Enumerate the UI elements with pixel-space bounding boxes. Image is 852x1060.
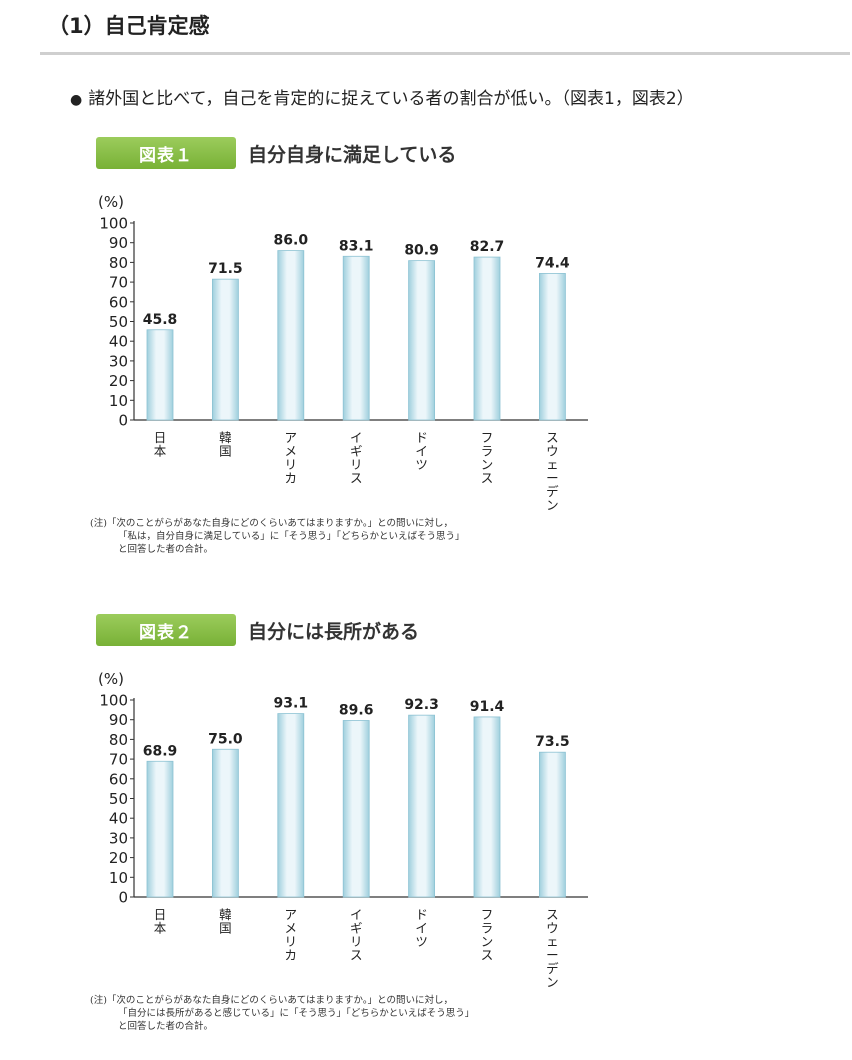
y-tick-label: 70 (109, 274, 128, 292)
figure-1-note-line1: (注)「次のことがらがあなた自身にどのくらいあてはまりますか。」との問いに対し， (90, 518, 453, 529)
data-label: 91.4 (470, 699, 505, 715)
data-label: 80.9 (404, 243, 439, 259)
bar (538, 751, 566, 898)
y-tick-label: 40 (109, 333, 128, 351)
y-tick-label: 90 (109, 711, 128, 729)
data-label: 83.1 (339, 238, 374, 254)
y-unit-label: (%) (98, 193, 124, 211)
figure-2-note: (注)「次のことがらがあなた自身にどのくらいあてはまりますか。」との問いに対し，… (90, 994, 610, 1033)
data-label: 93.1 (274, 696, 309, 712)
figure-1-note-line2: 「私は，自分自身に満足している」に「そう思う」「どちらかといえばそう思う」 (118, 531, 465, 542)
x-tick-label: フランス (481, 907, 494, 963)
summary-text: 諸外国と比べて，自己を肯定的に捉えている者の割合が低い。（図表1，図表2） (88, 89, 694, 109)
y-tick-label: 0 (118, 412, 128, 430)
x-tick-label: イギリス (350, 430, 363, 486)
x-tick-label: アメリカ (285, 430, 298, 486)
figure-1-header: 図表１ 自分自身に満足している (90, 137, 650, 171)
figure-2-header: 図表２ 自分には長所がある (90, 614, 650, 648)
bar (212, 278, 239, 421)
y-tick-label: 90 (109, 234, 128, 252)
x-tick-label: 日本 (154, 430, 167, 459)
x-tick-label: ドイツ (415, 430, 428, 472)
y-tick-label: 50 (109, 313, 128, 331)
bar (473, 716, 501, 898)
data-label: 71.5 (208, 261, 243, 277)
figure-2-badge: 図表２ (96, 614, 236, 646)
y-tick-label: 0 (118, 889, 128, 907)
figure-2: 図表２ 自分には長所がある (%) 0 10 20 30 40 50 60 70 80 90 100 6… (90, 614, 650, 1054)
y-tick-label: 80 (109, 731, 128, 749)
figure-2-note-line1: (注)「次のことがらがあなた自身にどのくらいあてはまりますか。」との問いに対し， (90, 995, 453, 1006)
y-tick-label: 50 (109, 790, 128, 808)
y-unit-label: (%) (98, 670, 124, 688)
bar (408, 260, 436, 421)
figure-1-note-line3: と回答した者の合計。 (118, 544, 214, 555)
summary-bullet: ● 諸外国と比べて，自己を肯定的に捉えている者の割合が低い。（図表1，図表2） (70, 84, 694, 109)
x-tick-label: スウェーデン (546, 430, 559, 513)
bar (146, 760, 174, 898)
bar (408, 714, 436, 898)
x-tick-label: フランス (481, 430, 494, 486)
x-tick-label: アメリカ (285, 907, 298, 963)
x-tick-label: イギリス (350, 907, 363, 963)
section-title: （1）自己肯定感 (48, 14, 210, 38)
x-tick-label: 韓国 (219, 907, 232, 936)
x-tick-label: 韓国 (219, 430, 232, 459)
y-tick-label: 30 (109, 352, 128, 370)
bar (212, 748, 239, 898)
bar (473, 256, 501, 421)
figure-1: 図表１ 自分自身に満足している (%) 0 10 20 30 40 50 60 70 80 90 10… (90, 137, 650, 577)
figure-2-note-line2: 「自分には長所があると感じている」に「そう思う」「どちらかといえばそう思う」 (118, 1008, 475, 1019)
bar (342, 255, 370, 421)
figure-1-title: 自分自身に満足している (248, 144, 457, 166)
data-label: 92.3 (404, 697, 439, 713)
y-tick-label: 10 (109, 869, 128, 887)
figure-2-title: 自分には長所がある (248, 621, 420, 643)
bullet-marker: ● (70, 92, 83, 108)
section-divider (40, 52, 850, 55)
data-label: 74.4 (535, 255, 570, 271)
figure-1-note: (注)「次のことがらがあなた自身にどのくらいあてはまりますか。」との問いに対し，… (90, 517, 610, 556)
data-label: 75.0 (208, 731, 243, 747)
bar (277, 713, 305, 898)
y-tick-label: 60 (109, 293, 128, 311)
y-tick-label: 60 (109, 770, 128, 788)
y-tick-label: 80 (109, 254, 128, 272)
x-tick-label: 日本 (154, 907, 167, 936)
y-tick-label: 100 (99, 215, 128, 233)
data-label: 68.9 (143, 743, 178, 759)
figure-1-badge: 図表１ (96, 137, 236, 169)
y-tick-label: 10 (109, 392, 128, 410)
x-tick-label: ドイツ (415, 907, 428, 949)
bar (146, 329, 174, 421)
y-tick-label: 40 (109, 810, 128, 828)
data-label: 73.5 (535, 734, 570, 750)
y-tick-label: 70 (109, 751, 128, 769)
x-tick-label: スウェーデン (546, 907, 559, 990)
bar (277, 250, 305, 421)
bar (538, 273, 566, 421)
bar (342, 720, 370, 898)
data-label: 82.7 (470, 239, 505, 255)
y-tick-label: 20 (109, 372, 128, 390)
data-label: 45.8 (143, 312, 178, 328)
data-label: 89.6 (339, 702, 374, 718)
figure-2-note-line3: と回答した者の合計。 (118, 1021, 214, 1032)
y-tick-label: 100 (99, 692, 128, 710)
data-label: 86.0 (274, 233, 309, 249)
y-tick-label: 20 (109, 849, 128, 867)
y-tick-label: 30 (109, 829, 128, 847)
